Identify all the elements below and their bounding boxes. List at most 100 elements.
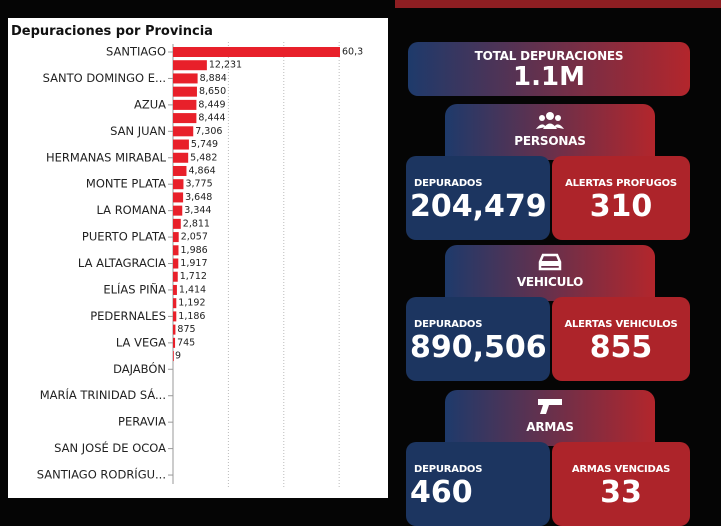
data-label: 8,449 bbox=[198, 99, 225, 110]
kpi-label: DEPURADOS bbox=[414, 178, 483, 189]
bar bbox=[173, 284, 177, 295]
chart: SANTIAGO 60,3 12,231 SANTO DOMINGO E... 8,88… bbox=[37, 42, 363, 488]
icon bbox=[445, 396, 655, 420]
bar bbox=[173, 152, 189, 163]
data-label: 875 bbox=[177, 324, 195, 335]
kpi-label: ARMAS VENCIDAS bbox=[571, 464, 671, 475]
data-label: 3,648 bbox=[185, 192, 212, 203]
section-header: ARMAS bbox=[445, 390, 655, 446]
bar bbox=[173, 351, 174, 362]
bar bbox=[173, 232, 179, 243]
data-label: 8,884 bbox=[200, 73, 227, 84]
y-tick-label: MARÍA TRINIDAD SÁ... bbox=[40, 387, 166, 402]
bar bbox=[173, 86, 197, 97]
right-card: ALERTAS VEHICULOS 855 bbox=[552, 297, 690, 381]
y-tick-label: PUERTO PLATA bbox=[82, 230, 166, 244]
data-label: 1,186 bbox=[178, 311, 205, 322]
right-card: ALERTAS PROFUGOS 310 bbox=[552, 156, 690, 240]
top-bar bbox=[395, 0, 721, 8]
bar bbox=[173, 324, 176, 335]
bar bbox=[173, 245, 179, 256]
kpi-label: ALERTAS VEHICULOS bbox=[564, 319, 678, 330]
right-card: ARMAS VENCIDAS 33 bbox=[552, 442, 690, 526]
bar bbox=[173, 218, 181, 229]
y-tick-label: DAJABÓN bbox=[113, 361, 166, 376]
y-tick-label: SANTIAGO bbox=[106, 45, 166, 59]
data-label: 4,864 bbox=[188, 165, 215, 176]
y-tick-label: LA ROMANA bbox=[97, 203, 167, 217]
data-label: 1,414 bbox=[179, 284, 206, 295]
bar bbox=[173, 179, 184, 190]
section-header: VEHICULO bbox=[445, 245, 655, 301]
y-tick-label: LA ALTAGRACIA bbox=[78, 256, 166, 270]
bar bbox=[173, 337, 176, 348]
section-title: VEHICULO bbox=[516, 275, 584, 289]
data-label: 12,231 bbox=[209, 60, 242, 71]
kpi-value: 890,506 bbox=[410, 330, 547, 365]
bar bbox=[173, 60, 207, 71]
y-tick-label: AZUA bbox=[134, 97, 166, 111]
icon bbox=[445, 110, 655, 134]
kpi-label: DEPURADOS bbox=[414, 319, 483, 330]
kpi-label: DEPURADOS bbox=[414, 464, 483, 475]
y-tick-label: ELÍAS PIÑA bbox=[103, 281, 166, 296]
data-label: 3,344 bbox=[184, 205, 211, 216]
total-value: 1.1M bbox=[513, 62, 585, 92]
bar bbox=[173, 258, 179, 269]
bar bbox=[173, 192, 184, 203]
data-label: 7,306 bbox=[195, 126, 222, 137]
total-label: TOTAL DEPURACIONES bbox=[474, 49, 624, 63]
bar bbox=[173, 139, 189, 150]
kpi-label: ALERTAS PROFUGOS bbox=[565, 178, 677, 189]
data-label: 9 bbox=[175, 351, 181, 362]
y-tick-label: PERAVIA bbox=[118, 415, 166, 429]
y-tick-label: SAN JOSÉ DE OCOA bbox=[54, 440, 166, 455]
y-tick-label: SANTO DOMINGO E... bbox=[43, 71, 166, 85]
data-label: 1,986 bbox=[181, 245, 208, 256]
kpi-value: 855 bbox=[589, 330, 653, 365]
data-label: 2,057 bbox=[181, 232, 208, 243]
icon bbox=[445, 251, 655, 275]
bar bbox=[173, 73, 198, 84]
bar bbox=[173, 271, 178, 282]
left-card: DEPURADOS 890,506 bbox=[406, 297, 550, 381]
y-tick-label: MONTE PLATA bbox=[86, 177, 166, 191]
data-label: 60,3 bbox=[342, 47, 363, 58]
bar bbox=[173, 165, 187, 176]
y-tick-label: SANTIAGO RODRÍGU... bbox=[37, 467, 166, 482]
data-label: 1,192 bbox=[178, 298, 205, 309]
kpi-value: 460 bbox=[410, 475, 473, 510]
chart-title: Depuraciones por Provincia bbox=[11, 24, 213, 39]
y-tick-label: SAN JUAN bbox=[110, 124, 166, 138]
data-label: 3,775 bbox=[185, 179, 212, 190]
total-card: TOTAL DEPURACIONES 1.1M bbox=[408, 42, 690, 96]
left-card: DEPURADOS 204,479 bbox=[406, 156, 550, 240]
data-label: 8,444 bbox=[198, 113, 225, 124]
bar bbox=[173, 99, 197, 110]
bar bbox=[173, 311, 177, 322]
section-title: PERSONAS bbox=[514, 134, 586, 148]
data-label: 2,811 bbox=[183, 218, 210, 229]
y-tick-label: HERMANAS MIRABAL bbox=[46, 150, 167, 164]
kpi-value: 204,479 bbox=[410, 189, 547, 224]
kpi-value: 310 bbox=[589, 189, 653, 224]
data-label: 5,749 bbox=[191, 139, 218, 150]
data-label: 745 bbox=[177, 337, 195, 348]
bar bbox=[173, 47, 340, 57]
y-tick-label: LA VEGA bbox=[116, 335, 166, 349]
data-label: 1,917 bbox=[180, 258, 207, 269]
kpi-value: 33 bbox=[600, 475, 642, 510]
bar bbox=[173, 298, 177, 309]
data-label: 1,712 bbox=[180, 271, 207, 282]
data-label: 5,482 bbox=[190, 152, 217, 163]
section-title: ARMAS bbox=[526, 420, 574, 434]
bar bbox=[173, 126, 194, 137]
left-card: DEPURADOS 460 bbox=[406, 442, 550, 526]
chart-panel: Depuraciones por Provincia SANTIAGO 60,3 1… bbox=[8, 18, 388, 498]
section-header: PERSONAS bbox=[445, 104, 655, 160]
bar bbox=[173, 205, 183, 216]
data-label: 8,650 bbox=[199, 86, 226, 97]
y-tick-label: PEDERNALES bbox=[90, 309, 166, 323]
bar bbox=[173, 113, 197, 124]
